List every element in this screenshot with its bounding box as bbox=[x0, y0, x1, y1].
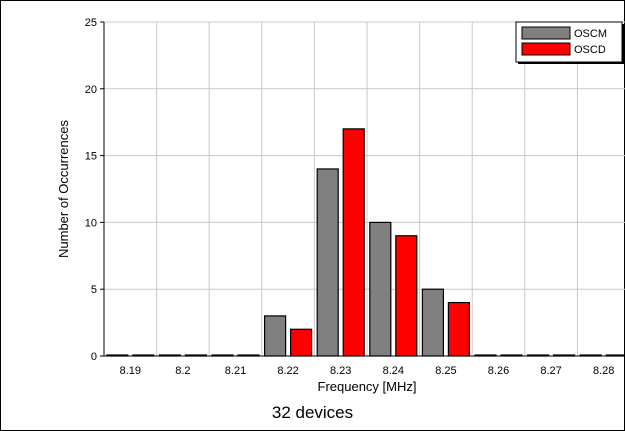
legend-swatch bbox=[521, 42, 571, 56]
x-tick-label: 8.2 bbox=[175, 365, 190, 377]
y-tick-label: 25 bbox=[85, 17, 97, 29]
x-tick-label: 8.22 bbox=[277, 365, 298, 377]
y-tick-labels: 0 5 10 15 20 25 bbox=[85, 17, 97, 363]
legend: OSCM OSCD bbox=[515, 21, 624, 64]
bar-oscd bbox=[342, 128, 365, 357]
x-tick-label: 8.21 bbox=[225, 365, 246, 377]
grid-lines bbox=[104, 21, 625, 357]
x-tick-label: 8.26 bbox=[488, 365, 509, 377]
x-tick-label: 8.25 bbox=[435, 365, 456, 377]
y-tick-label: 5 bbox=[91, 284, 97, 296]
x-tick-label: 8.23 bbox=[330, 365, 351, 377]
x-tick-label: 8.24 bbox=[383, 365, 404, 377]
bar-oscd bbox=[290, 328, 313, 357]
x-tick-label: 8.27 bbox=[540, 365, 561, 377]
x-tick-labels: 8.19 8.2 8.21 8.22 8.23 8.24 8.25 8.26 8.27 8.28 bbox=[120, 365, 615, 377]
bars bbox=[106, 128, 625, 357]
y-tick-label: 15 bbox=[85, 151, 97, 163]
bar-oscm bbox=[264, 315, 287, 357]
legend-label: OSCM bbox=[574, 28, 607, 40]
legend-label: OSCD bbox=[574, 44, 606, 56]
bar-oscd bbox=[395, 235, 418, 357]
y-tick-label: 0 bbox=[91, 351, 97, 363]
legend-swatch bbox=[521, 26, 571, 40]
x-tick-label: 8.19 bbox=[120, 365, 141, 377]
y-tick-label: 20 bbox=[85, 84, 97, 96]
x-axis-label: Frequency [MHz] bbox=[318, 379, 417, 394]
bar-oscm bbox=[369, 221, 392, 357]
y-tick-label: 10 bbox=[85, 217, 97, 229]
bar-oscm bbox=[421, 288, 444, 357]
bar-oscm bbox=[316, 168, 339, 357]
y-axis-label: Number of Occurrences bbox=[56, 120, 71, 258]
caption: 32 devices bbox=[271, 403, 354, 422]
bar-oscd bbox=[447, 301, 470, 357]
axes bbox=[100, 21, 625, 357]
x-tick-label: 8.28 bbox=[593, 365, 614, 377]
